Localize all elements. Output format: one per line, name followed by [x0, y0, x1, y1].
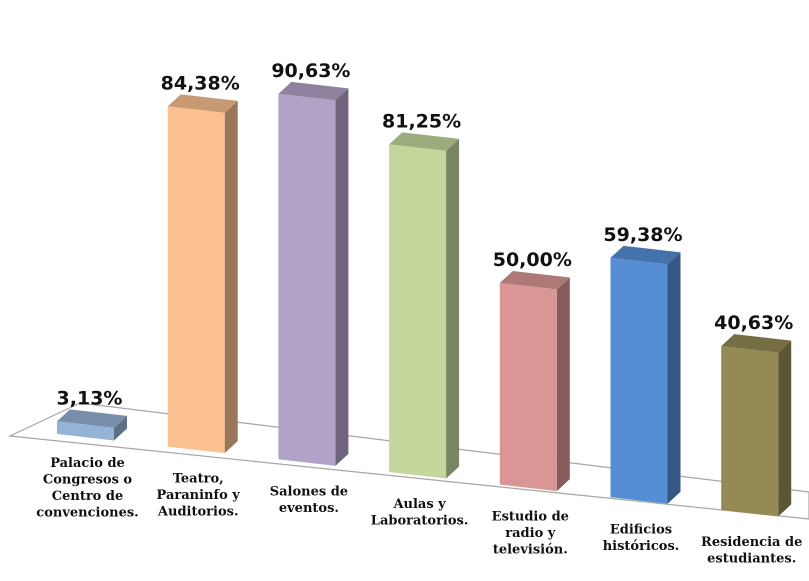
category-label-line: estudiantes.	[707, 551, 796, 566]
bar-front	[610, 257, 668, 504]
bar	[499, 270, 570, 492]
category-label-line: radio y	[505, 526, 555, 541]
category-label-line: televisión.	[493, 543, 568, 558]
category-label-line: Auditorios.	[157, 505, 239, 520]
category-label: Estudio de radio y televisión.	[492, 510, 569, 558]
category-label: Salones de eventos.	[270, 484, 348, 516]
bar	[57, 409, 127, 441]
bar-top	[610, 245, 681, 265]
bar-side	[335, 88, 349, 466]
category-label-line: Estudio de	[492, 510, 569, 525]
bar-front	[721, 346, 779, 517]
category-label-line: Residencia de	[701, 535, 802, 550]
category-label-line: Centro de	[52, 489, 123, 504]
data-label: 3,13%	[57, 387, 123, 409]
bar-front	[499, 282, 557, 492]
data-label: 59,38%	[603, 224, 682, 246]
bar-side	[778, 340, 792, 517]
bar-front	[57, 421, 114, 441]
data-label: 81,25%	[382, 110, 461, 132]
bar-top	[389, 132, 460, 151]
bar-top	[278, 81, 349, 101]
bar-side	[667, 252, 681, 504]
bar	[278, 81, 349, 466]
category-label-line: eventos.	[279, 501, 339, 516]
category-label: Residencia de estudiantes.	[701, 535, 802, 567]
data-label: 84,38%	[161, 72, 240, 94]
data-label: 50,00%	[493, 249, 572, 271]
bar-side	[114, 415, 127, 441]
category-label-line: Palacio de	[50, 456, 125, 471]
bar-top	[721, 334, 792, 353]
bar-front	[278, 93, 336, 466]
category-label-line: Salones de	[270, 484, 348, 499]
bar-front	[167, 106, 225, 454]
category-label-line: Paraninfo y	[157, 488, 241, 503]
bar-side	[446, 138, 460, 479]
bar-front	[389, 144, 447, 479]
category-label-line: históricos.	[603, 539, 680, 554]
category-label: Edificios históricos.	[603, 522, 680, 554]
category-label-line: Congresos o	[43, 473, 133, 488]
bar	[721, 334, 792, 517]
bar-side	[556, 277, 570, 492]
bar	[389, 132, 460, 479]
data-label: 90,63%	[271, 60, 350, 82]
category-labels-group: Palacio de Congresos o Centro de convencion…	[36, 456, 802, 566]
category-label-line: convenciones.	[36, 506, 138, 521]
category-label: Aulas y Laboratorios.	[371, 497, 469, 528]
category-label: Teatro, Paraninfo y Auditorios.	[157, 472, 241, 520]
bars-group	[57, 81, 792, 517]
bar	[167, 94, 238, 454]
category-label-line: Edificios	[610, 522, 672, 537]
bar	[610, 245, 681, 504]
bar-side	[224, 100, 238, 454]
category-label-line: Teatro,	[173, 472, 224, 487]
category-label-line: Aulas y	[392, 497, 446, 512]
bar-top	[167, 94, 238, 113]
category-label: Palacio de Congresos o Centro de convencion…	[36, 456, 138, 521]
bar-top	[57, 409, 127, 428]
category-label-line: Laboratorios.	[371, 513, 469, 528]
bar-top	[499, 270, 570, 290]
data-labels-group: 3,13% 84,38% 90,63% 81,25% 50,00% 59,38% 40,63…	[57, 60, 794, 410]
data-label: 40,63%	[714, 312, 793, 334]
